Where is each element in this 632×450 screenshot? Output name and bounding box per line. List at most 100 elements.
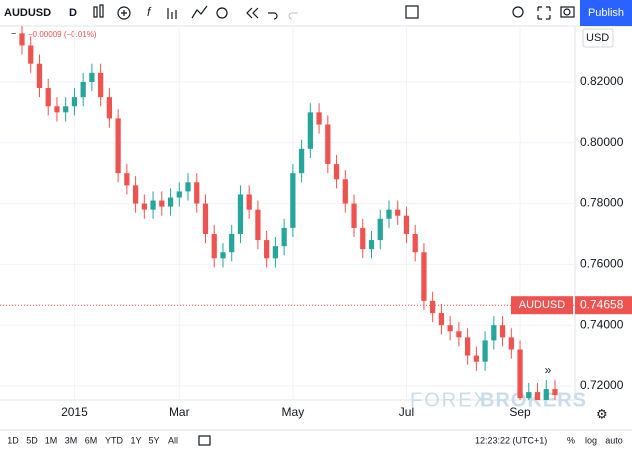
date-range-icon[interactable] bbox=[198, 435, 211, 446]
collapse[interactable]: − bbox=[11, 28, 16, 38]
candle-body bbox=[386, 209, 392, 219]
symbol[interactable]: AUDUSD bbox=[4, 7, 51, 19]
settings-icon[interactable]: ⚙ bbox=[596, 406, 608, 421]
candle-body bbox=[264, 240, 270, 259]
candle-body bbox=[36, 63, 43, 89]
candle-body bbox=[246, 194, 252, 210]
candle-body bbox=[54, 106, 60, 113]
symbol-tag-label: AUDUSD bbox=[519, 299, 566, 311]
range-button[interactable]: 5D bbox=[26, 435, 38, 445]
candle-body bbox=[368, 240, 375, 250]
range-button[interactable]: YTD bbox=[105, 435, 124, 445]
y-tick-label: 0.80000 bbox=[580, 135, 624, 149]
candle-body bbox=[552, 389, 558, 396]
candle-body bbox=[272, 246, 279, 259]
candle-body bbox=[237, 194, 244, 234]
candle-body bbox=[316, 112, 322, 125]
x-tick-label: May bbox=[282, 405, 305, 419]
watermark: FOREX bbox=[410, 389, 489, 411]
y-tick-label: 0.82000 bbox=[580, 74, 624, 88]
candle-body bbox=[403, 215, 410, 234]
candle-body bbox=[211, 233, 217, 259]
candle-body bbox=[412, 233, 418, 253]
candle-body bbox=[456, 331, 462, 338]
candle-body bbox=[106, 97, 112, 119]
clock: 12:23:22 (UTC+1) bbox=[475, 435, 547, 445]
candle-body bbox=[98, 72, 104, 98]
scale-option[interactable]: % bbox=[567, 435, 575, 445]
candle-body bbox=[465, 337, 471, 356]
y-tick-label: 0.72000 bbox=[580, 378, 624, 392]
candle-body bbox=[255, 209, 261, 241]
symbol-tag bbox=[511, 296, 573, 315]
candle-body bbox=[421, 252, 427, 301]
candle-body bbox=[132, 185, 139, 204]
range-button[interactable]: All bbox=[168, 435, 178, 445]
candle-body bbox=[499, 325, 506, 338]
candle-body bbox=[438, 313, 445, 326]
candle-body bbox=[141, 203, 147, 210]
scale-option[interactable]: auto bbox=[605, 435, 623, 445]
price-tag-label: 0.74658 bbox=[580, 297, 624, 311]
y-tick-label: 0.74000 bbox=[580, 317, 624, 331]
candle-body bbox=[194, 182, 200, 204]
candle-body bbox=[89, 72, 95, 82]
range-button[interactable]: 1D bbox=[7, 435, 19, 445]
candle-body bbox=[360, 227, 366, 250]
y-tick-label: 0.76000 bbox=[580, 257, 624, 271]
publish-label[interactable]: Publish bbox=[588, 7, 624, 19]
candle-body bbox=[534, 392, 541, 400]
candle-body bbox=[220, 252, 226, 259]
range-button[interactable]: 1Y bbox=[130, 435, 141, 445]
currency-box[interactable] bbox=[582, 28, 614, 48]
candle-body bbox=[202, 203, 209, 234]
candle-body bbox=[342, 179, 348, 204]
candle-body bbox=[281, 227, 287, 247]
toolbar-icons[interactable]: f bbox=[93, 4, 575, 20]
candle-body bbox=[19, 33, 25, 46]
range-button[interactable]: 3M bbox=[65, 435, 78, 445]
candle-body bbox=[63, 106, 69, 113]
candle-body bbox=[377, 218, 383, 241]
candle-body bbox=[395, 209, 401, 216]
x-tick-label: Mar bbox=[169, 405, 190, 419]
candle-body bbox=[543, 389, 549, 400]
x-tick-label: Jul bbox=[399, 405, 414, 419]
candle-body bbox=[45, 88, 51, 107]
candle-body bbox=[176, 191, 182, 198]
candle-body bbox=[150, 200, 156, 210]
candle-body bbox=[115, 118, 121, 174]
interval[interactable]: D bbox=[69, 7, 77, 19]
x-tick-label: Sep bbox=[509, 405, 531, 419]
change: −0.00009 (−0.01%) bbox=[28, 30, 97, 39]
scroll-button[interactable]: » bbox=[545, 363, 552, 377]
candle-body bbox=[28, 45, 34, 64]
candle-body bbox=[229, 233, 235, 253]
candle-body bbox=[517, 349, 523, 399]
candle-body bbox=[491, 325, 497, 341]
candle-body bbox=[325, 124, 331, 165]
candle-body bbox=[430, 300, 436, 314]
candles bbox=[19, 26, 558, 400]
candle-body bbox=[290, 173, 296, 228]
publish-button[interactable] bbox=[580, 0, 632, 26]
range-button[interactable]: 1M bbox=[45, 435, 58, 445]
candle-body bbox=[447, 325, 453, 332]
scale-option[interactable]: log bbox=[585, 435, 597, 445]
candle-body bbox=[159, 200, 165, 207]
candle-body bbox=[307, 112, 313, 149]
x-tick-label: 2015 bbox=[61, 405, 88, 419]
range-button[interactable]: 6M bbox=[85, 435, 98, 445]
y-tick-label: 0.78000 bbox=[580, 196, 624, 210]
candle-body bbox=[333, 164, 340, 180]
candle-body bbox=[167, 197, 174, 207]
candle-body bbox=[473, 355, 479, 362]
range-button[interactable]: 5Y bbox=[148, 435, 159, 445]
candle-body bbox=[185, 182, 191, 192]
currency[interactable]: USD bbox=[586, 32, 609, 44]
candle-body bbox=[71, 97, 78, 107]
watermark: BROKERS bbox=[480, 389, 587, 411]
candle-body bbox=[508, 337, 514, 350]
